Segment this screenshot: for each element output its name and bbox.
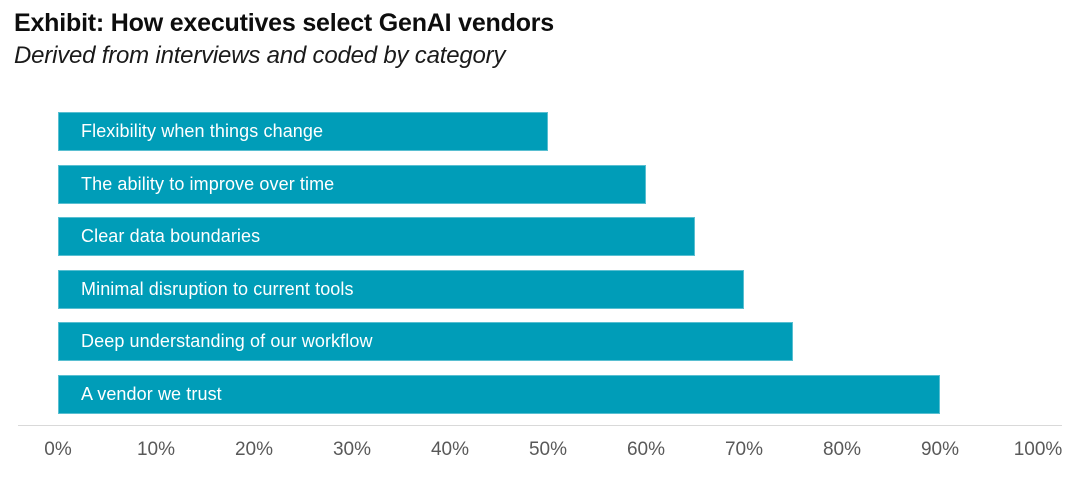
bar-label: Flexibility when things change xyxy=(81,121,324,141)
bar-row: The ability to improve over time xyxy=(58,164,1038,204)
bar-row: Minimal disruption to current tools xyxy=(58,269,1038,309)
bar-label: The ability to improve over time xyxy=(81,173,335,194)
bar: Flexibility when things change xyxy=(58,112,548,151)
bar-label: A vendor we trust xyxy=(81,383,222,404)
bar: Deep understanding of our workflow xyxy=(58,322,793,362)
bar-label: Deep understanding of our workflow xyxy=(81,331,373,352)
x-tick-label: 60% xyxy=(626,439,666,460)
x-tick-label: 20% xyxy=(234,439,274,460)
x-axis-line xyxy=(18,425,1062,426)
x-axis-ticks: 0% 10% 20% 30% 40% 50% 60% 70% 80% 90% 100% xyxy=(44,439,1062,465)
bar-row: A vendor we trust xyxy=(58,374,1038,414)
bar: The ability to improve over time xyxy=(58,164,646,204)
x-tick-label: 70% xyxy=(724,439,764,460)
x-tick-label: 40% xyxy=(430,439,470,460)
bar: A vendor we trust xyxy=(58,374,940,414)
bar-row: Flexibility when things change xyxy=(58,112,1038,151)
bar-row: Clear data boundaries xyxy=(58,217,1038,257)
x-tick-label: 100% xyxy=(1013,439,1063,460)
x-tick-label: 90% xyxy=(920,439,960,460)
x-tick-label: 50% xyxy=(528,439,568,460)
bar-label: Minimal disruption to current tools xyxy=(81,278,354,299)
bar-row: Deep understanding of our workflow xyxy=(58,322,1038,362)
bar: Clear data boundaries xyxy=(58,217,695,257)
chart-title: Exhibit: How executives select GenAI ven… xyxy=(14,9,554,37)
bar: Minimal disruption to current tools xyxy=(58,269,744,309)
chart-subtitle: Derived from interviews and coded by cat… xyxy=(14,42,506,69)
x-tick-label: 80% xyxy=(822,439,862,460)
x-tick-label: 30% xyxy=(332,439,372,460)
chart-header: Exhibit: How executives select GenAI ven… xyxy=(14,8,554,71)
bar-chart-plot: Flexibility when things change The abilit… xyxy=(58,112,1038,414)
x-tick-label: 0% xyxy=(44,439,72,460)
x-tick-label: 10% xyxy=(136,439,176,460)
bar-label: Clear data boundaries xyxy=(81,226,261,247)
